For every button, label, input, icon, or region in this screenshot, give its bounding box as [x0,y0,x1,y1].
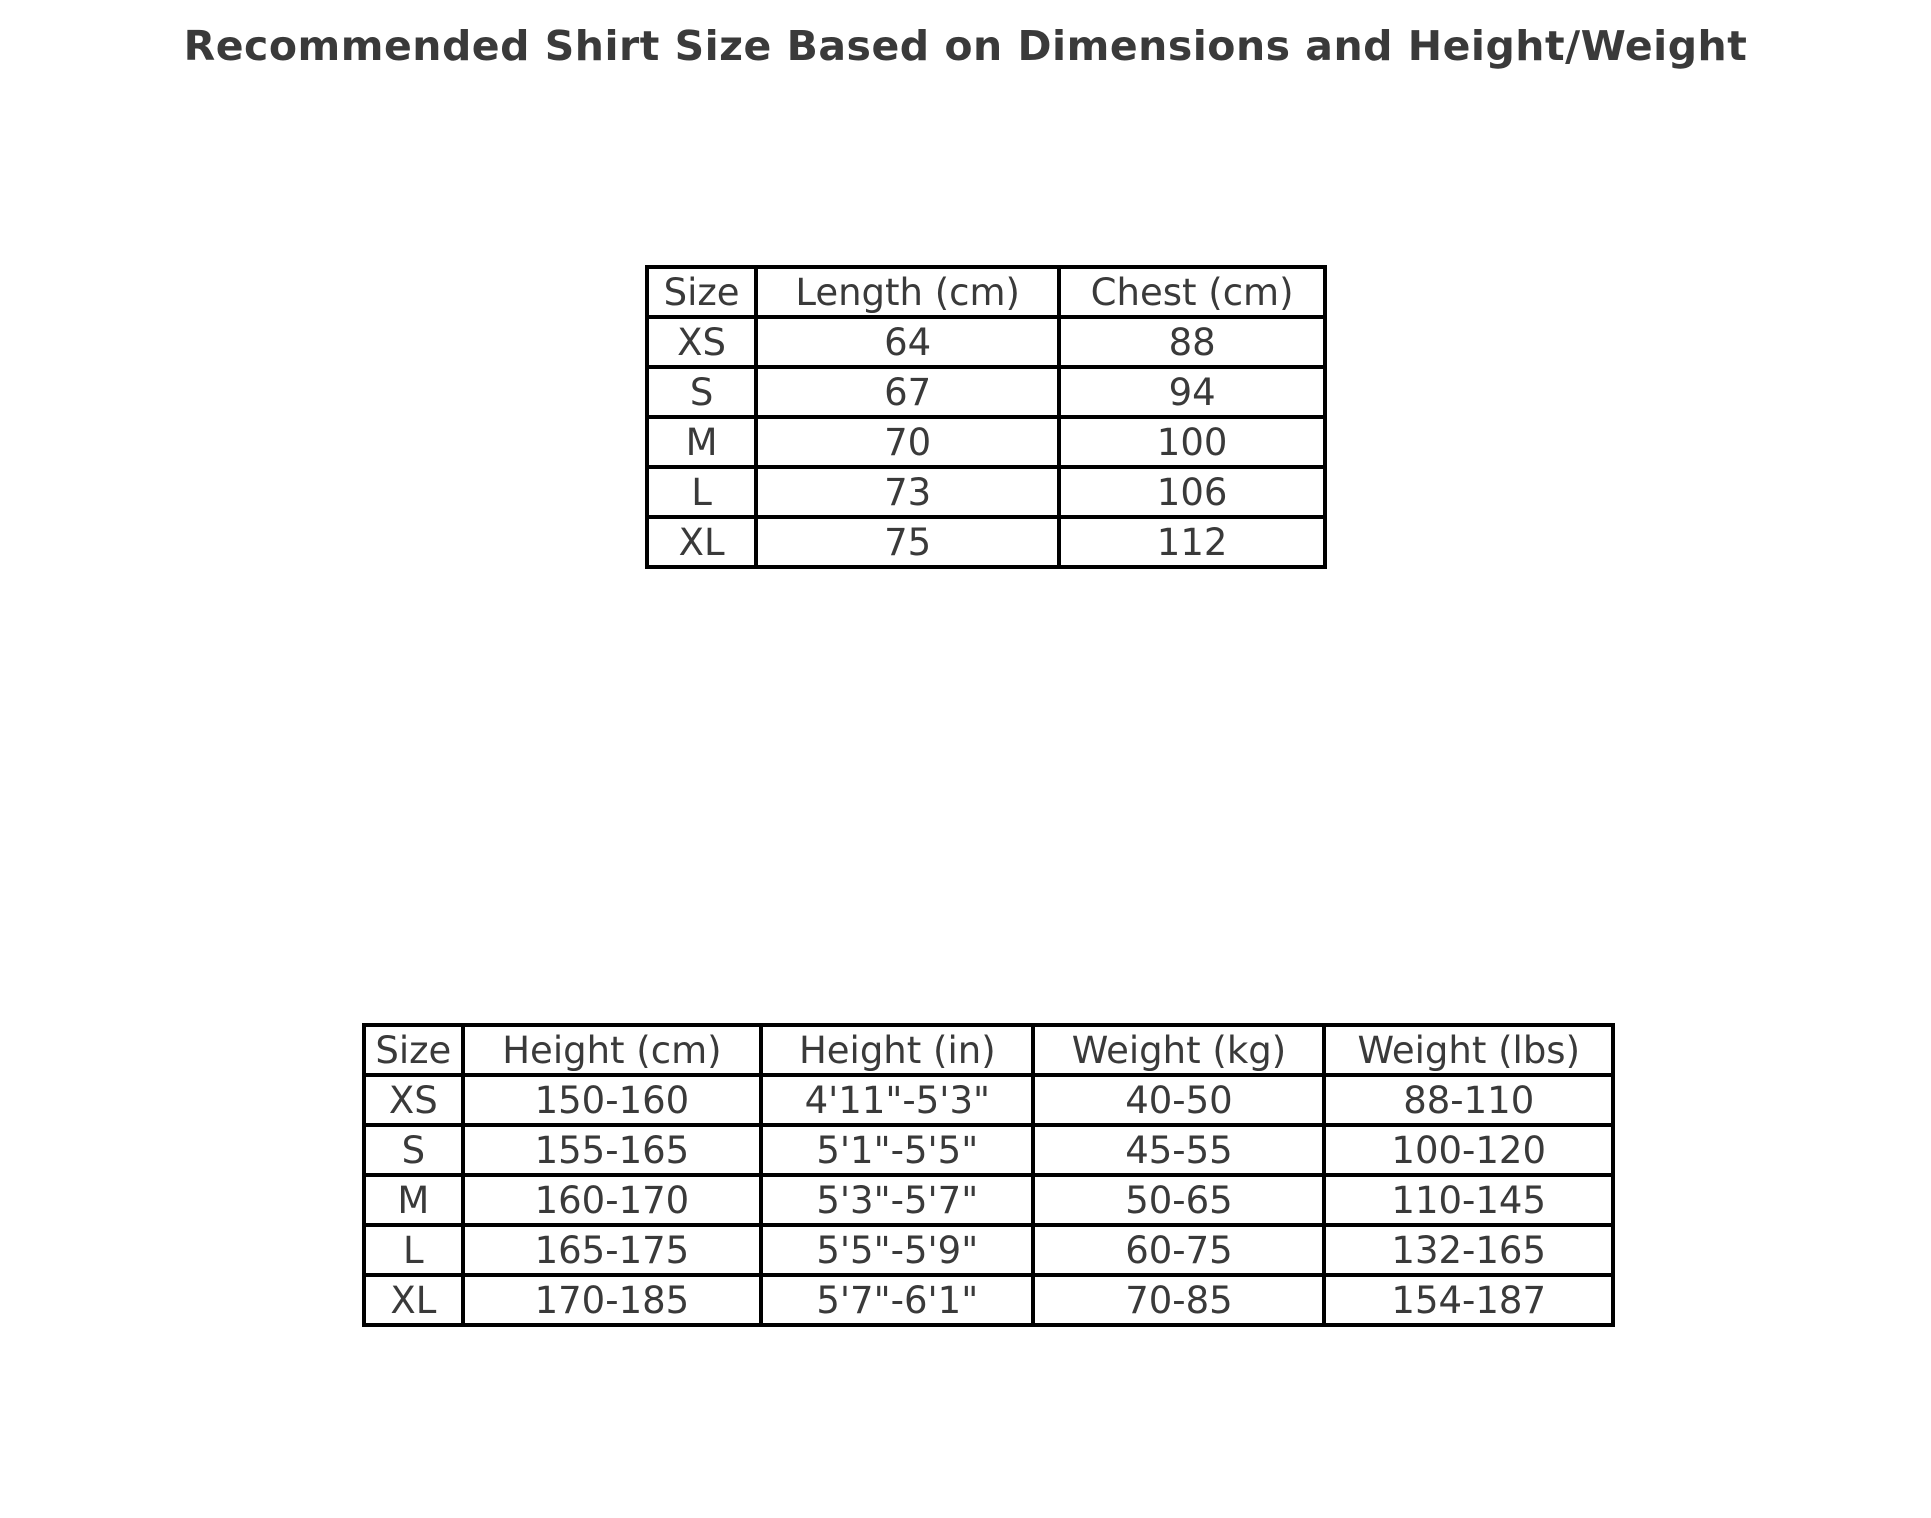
size-cell: S [644,365,759,419]
height-in-cell: 5'1"-5'5" [759,1123,1036,1177]
length-cell: 70 [754,415,1062,469]
column-header-size: Size [362,1023,465,1077]
chest-cell: 88 [1057,315,1327,369]
column-header-weight-kg: Weight (kg) [1031,1023,1327,1077]
size-dimensions-table: Size Length (cm) Chest (cm) XS 64 88 S 6… [644,265,1327,569]
height-cm-cell: 155-165 [460,1123,764,1177]
weight-lbs-cell: 154-187 [1322,1273,1615,1327]
chest-cell: 112 [1057,515,1327,569]
weight-kg-cell: 50-65 [1031,1173,1327,1227]
size-cell: L [644,465,759,519]
weight-kg-cell: 60-75 [1031,1223,1327,1277]
page-title: Recommended Shirt Size Based on Dimensio… [183,22,1748,70]
weight-lbs-cell: 132-165 [1322,1223,1615,1277]
height-cm-cell: 160-170 [460,1173,764,1227]
height-cm-cell: 170-185 [460,1273,764,1327]
length-cell: 67 [754,365,1062,419]
size-cell: XS [644,315,759,369]
height-cm-cell: 165-175 [460,1223,764,1277]
table-header-row: Size Height (cm) Height (in) Weight (kg)… [362,1023,1615,1077]
height-in-cell: 4'11"-5'3" [759,1073,1036,1127]
table-row: XS 64 88 [644,315,1327,369]
column-header-length-cm: Length (cm) [754,265,1062,319]
size-cell: S [362,1123,465,1177]
size-cell: M [644,415,759,469]
height-in-cell: 5'7"-6'1" [759,1273,1036,1327]
length-cell: 75 [754,515,1062,569]
column-header-weight-lbs: Weight (lbs) [1322,1023,1615,1077]
weight-lbs-cell: 100-120 [1322,1123,1615,1177]
column-header-chest-cm: Chest (cm) [1057,265,1327,319]
height-in-cell: 5'3"-5'7" [759,1173,1036,1227]
size-cell: XL [362,1273,465,1327]
table-row: S 67 94 [644,365,1327,419]
height-weight-table: Size Height (cm) Height (in) Weight (kg)… [362,1023,1615,1327]
column-header-size: Size [644,265,759,319]
height-cm-cell: 150-160 [460,1073,764,1127]
length-cell: 64 [754,315,1062,369]
chest-cell: 100 [1057,415,1327,469]
size-cell: XS [362,1073,465,1127]
chest-cell: 94 [1057,365,1327,419]
size-cell: M [362,1173,465,1227]
table-row: XS 150-160 4'11"-5'3" 40-50 88-110 [362,1073,1615,1127]
weight-lbs-cell: 88-110 [1322,1073,1615,1127]
table-row: XL 75 112 [644,515,1327,569]
column-header-height-in: Height (in) [759,1023,1036,1077]
size-cell: XL [644,515,759,569]
length-cell: 73 [754,465,1062,519]
table-row: L 165-175 5'5"-5'9" 60-75 132-165 [362,1223,1615,1277]
table-row: L 73 106 [644,465,1327,519]
height-in-cell: 5'5"-5'9" [759,1223,1036,1277]
column-header-height-cm: Height (cm) [460,1023,764,1077]
table-row: M 70 100 [644,415,1327,469]
table-header-row: Size Length (cm) Chest (cm) [644,265,1327,319]
weight-lbs-cell: 110-145 [1322,1173,1615,1227]
size-cell: L [362,1223,465,1277]
weight-kg-cell: 70-85 [1031,1273,1327,1327]
chest-cell: 106 [1057,465,1327,519]
weight-kg-cell: 40-50 [1031,1073,1327,1127]
table-row: M 160-170 5'3"-5'7" 50-65 110-145 [362,1173,1615,1227]
weight-kg-cell: 45-55 [1031,1123,1327,1177]
table-row: XL 170-185 5'7"-6'1" 70-85 154-187 [362,1273,1615,1327]
table-row: S 155-165 5'1"-5'5" 45-55 100-120 [362,1123,1615,1177]
